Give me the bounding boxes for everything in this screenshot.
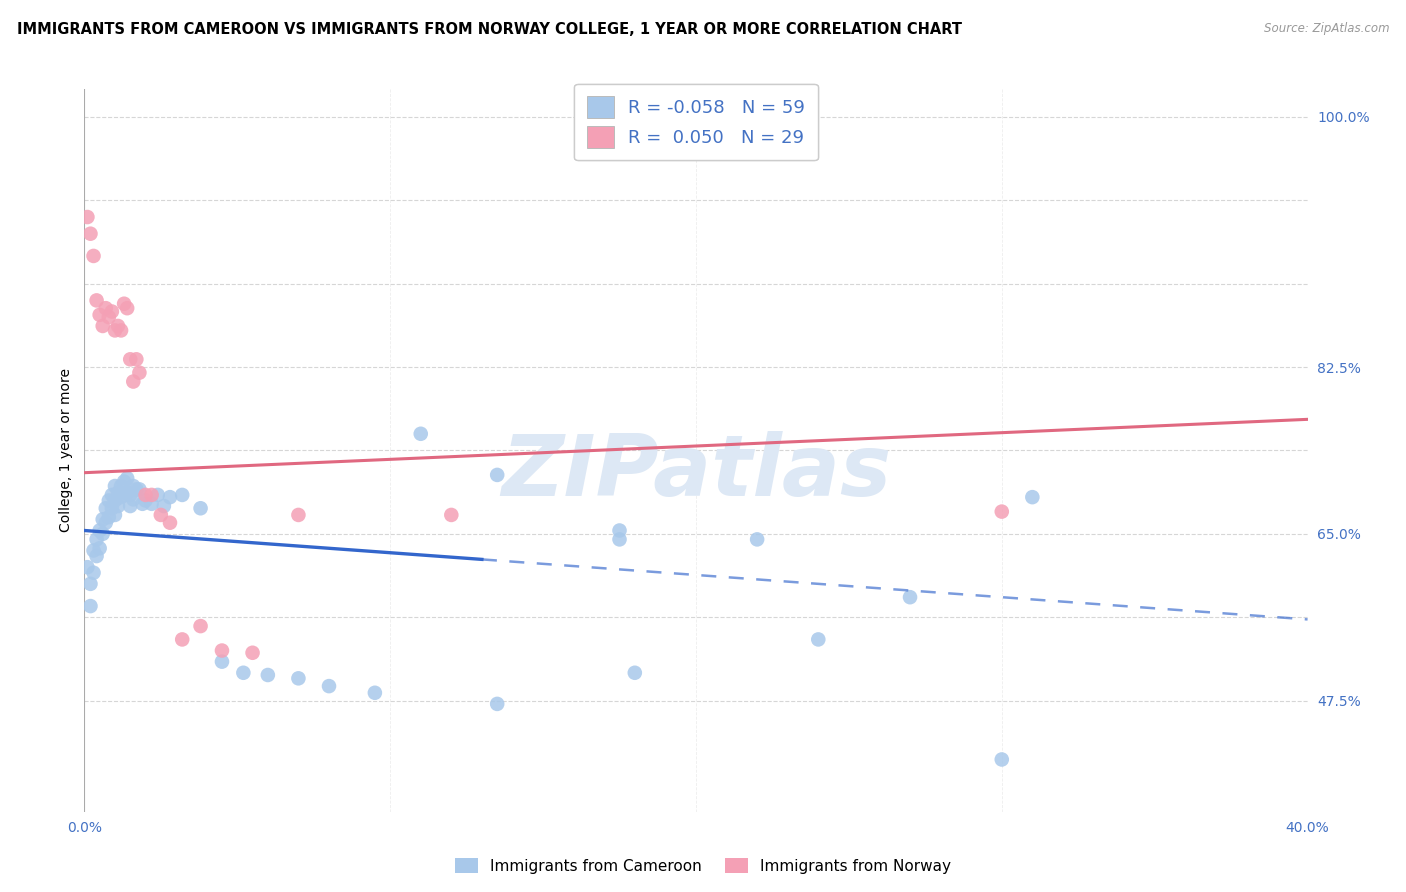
Point	[211, 643, 233, 657]
Point	[89, 541, 111, 556]
Point	[1021, 490, 1043, 504]
Point	[86, 533, 108, 547]
Legend: R = -0.058   N = 59, R =  0.050   N = 29: R = -0.058 N = 59, R = 0.050 N = 29	[574, 84, 818, 161]
Point	[107, 318, 129, 333]
Point	[97, 310, 120, 324]
Point	[125, 352, 148, 367]
Point	[135, 488, 157, 502]
Point	[409, 426, 432, 441]
Point	[83, 543, 105, 558]
Point	[318, 679, 340, 693]
Point	[89, 524, 111, 538]
Point	[94, 301, 117, 315]
Point	[79, 599, 101, 613]
Point	[112, 297, 135, 311]
Point	[107, 485, 129, 500]
Point	[120, 488, 142, 502]
Point	[141, 497, 163, 511]
Point	[91, 512, 114, 526]
Point	[232, 665, 254, 680]
Point	[807, 632, 830, 647]
Point	[991, 752, 1014, 766]
Point	[135, 493, 157, 508]
Point	[104, 323, 127, 337]
Point	[83, 566, 105, 580]
Point	[131, 497, 153, 511]
Point	[991, 505, 1014, 519]
Point	[120, 352, 142, 367]
Point	[159, 516, 181, 530]
Point	[146, 488, 169, 502]
Point	[242, 646, 264, 660]
Point	[89, 308, 111, 322]
Point	[115, 471, 138, 485]
Point	[104, 493, 127, 508]
Point	[159, 490, 181, 504]
Point	[440, 508, 463, 522]
Point	[211, 655, 233, 669]
Point	[257, 668, 280, 682]
Point	[112, 488, 135, 502]
Point	[97, 493, 120, 508]
Point	[287, 508, 309, 522]
Point	[128, 483, 150, 497]
Point	[609, 533, 631, 547]
Point	[86, 293, 108, 308]
Point	[94, 516, 117, 530]
Point	[104, 508, 127, 522]
Point	[112, 475, 135, 489]
Point	[624, 665, 647, 680]
Text: ZIPatlas: ZIPatlas	[501, 431, 891, 514]
Point	[115, 301, 138, 315]
Point	[104, 479, 127, 493]
Point	[747, 533, 769, 547]
Point	[120, 499, 142, 513]
Point	[79, 227, 101, 241]
Point	[110, 323, 132, 337]
Point	[101, 304, 124, 318]
Point	[190, 501, 212, 516]
Point	[76, 210, 98, 224]
Point	[172, 488, 194, 502]
Point	[486, 697, 509, 711]
Point	[190, 619, 212, 633]
Y-axis label: College, 1 year or more: College, 1 year or more	[59, 368, 73, 533]
Point	[76, 560, 98, 574]
Legend: Immigrants from Cameroon, Immigrants from Norway: Immigrants from Cameroon, Immigrants fro…	[449, 852, 957, 880]
Point	[122, 479, 145, 493]
Point	[122, 375, 145, 389]
Point	[898, 590, 921, 604]
Point	[101, 501, 124, 516]
Point	[107, 499, 129, 513]
Point	[122, 492, 145, 507]
Point	[91, 526, 114, 541]
Point	[110, 490, 132, 504]
Point	[149, 508, 172, 522]
Text: Source: ZipAtlas.com: Source: ZipAtlas.com	[1264, 22, 1389, 36]
Point	[609, 524, 631, 538]
Point	[101, 488, 124, 502]
Point	[115, 485, 138, 500]
Point	[287, 671, 309, 685]
Point	[91, 318, 114, 333]
Text: IMMIGRANTS FROM CAMEROON VS IMMIGRANTS FROM NORWAY COLLEGE, 1 YEAR OR MORE CORRE: IMMIGRANTS FROM CAMEROON VS IMMIGRANTS F…	[17, 22, 962, 37]
Point	[153, 499, 176, 513]
Point	[125, 483, 148, 497]
Point	[97, 510, 120, 524]
Point	[172, 632, 194, 647]
Point	[110, 479, 132, 493]
Point	[83, 249, 105, 263]
Point	[94, 501, 117, 516]
Point	[364, 686, 387, 700]
Point	[486, 467, 509, 482]
Point	[86, 549, 108, 563]
Point	[79, 577, 101, 591]
Point	[141, 488, 163, 502]
Point	[128, 366, 150, 380]
